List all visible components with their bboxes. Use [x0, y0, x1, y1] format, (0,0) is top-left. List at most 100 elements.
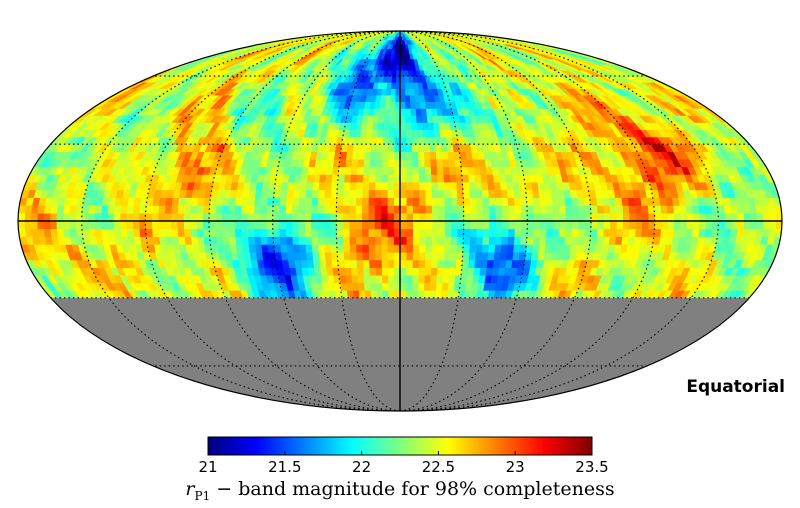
- map-cell: [260, 197, 268, 206]
- map-cell: [774, 220, 782, 230]
- map-cell: [628, 205, 636, 214]
- map-cell: [209, 197, 218, 206]
- map-cell: [443, 244, 451, 253]
- map-cell: [404, 333, 411, 341]
- map-cell: [533, 220, 541, 230]
- map-cell: [443, 181, 451, 191]
- map-cell: [298, 197, 306, 206]
- map-cell: [183, 212, 191, 222]
- map-cell: [424, 166, 432, 175]
- map-cell: [336, 197, 344, 206]
- map-cell: [189, 228, 198, 237]
- map-cell: [742, 228, 751, 237]
- map-cell: [399, 297, 407, 306]
- map-cell: [462, 189, 470, 198]
- map-cell: [526, 197, 534, 206]
- map-cell: [176, 212, 185, 222]
- map-cell: [443, 197, 452, 206]
- map-cell: [418, 220, 426, 230]
- map-cell: [279, 197, 287, 206]
- map-cell: [558, 228, 566, 237]
- map-cell: [774, 212, 782, 222]
- map-cell: [628, 228, 636, 237]
- map-cell: [196, 228, 204, 237]
- map-cell: [507, 197, 515, 206]
- map-cell: [416, 136, 424, 145]
- map-cell: [405, 297, 412, 306]
- map-cell: [234, 228, 242, 237]
- map-cell: [405, 129, 412, 138]
- map-cell: [316, 212, 325, 222]
- map-cell: [729, 205, 738, 214]
- map-cell: [513, 205, 522, 214]
- map-cell: [447, 274, 456, 284]
- map-cell: [545, 228, 554, 237]
- map-cell: [423, 158, 431, 168]
- map-cell: [304, 244, 313, 253]
- map-cell: [487, 189, 496, 198]
- map-cell: [348, 212, 356, 222]
- map-cell: [374, 174, 382, 183]
- map-cell: [440, 143, 448, 152]
- map-cell: [399, 251, 407, 261]
- map-cell: [475, 228, 484, 237]
- map-cell: [435, 151, 443, 160]
- map-cell: [364, 297, 372, 306]
- map-cell: [518, 189, 527, 198]
- map-cell: [355, 205, 363, 214]
- map-cell: [399, 244, 407, 253]
- map-cell: [622, 212, 630, 222]
- map-cell: [43, 212, 51, 222]
- map-cell: [420, 319, 428, 327]
- map-cell: [74, 212, 83, 222]
- map-cell: [691, 228, 700, 237]
- map-cell: [344, 267, 352, 276]
- map-cell: [272, 220, 280, 230]
- map-cell: [240, 228, 249, 237]
- map-cell: [94, 212, 102, 222]
- map-cell: [697, 205, 706, 214]
- map-cell: [404, 339, 411, 348]
- map-cell: [601, 236, 610, 245]
- map-cell: [394, 346, 401, 354]
- map-cell: [431, 236, 439, 245]
- map-cell: [577, 220, 585, 230]
- map-cell: [132, 212, 140, 222]
- map-cell: [336, 236, 344, 245]
- map-cell: [418, 189, 426, 198]
- map-cell: [487, 244, 496, 253]
- map-cell: [468, 251, 476, 261]
- map-cell: [428, 289, 436, 299]
- map-cell: [442, 174, 451, 183]
- map-cell: [208, 205, 217, 214]
- map-cell: [495, 212, 503, 222]
- map-cell: [164, 212, 172, 222]
- map-cell: [493, 251, 501, 261]
- map-cell: [403, 371, 409, 378]
- map-cell: [412, 228, 420, 237]
- map-cell: [386, 220, 394, 230]
- map-cell: [68, 220, 76, 230]
- map-cell: [518, 181, 526, 191]
- map-cell: [411, 166, 419, 175]
- map-cell: [583, 228, 592, 237]
- map-cell: [404, 353, 410, 361]
- map-cell: [374, 205, 382, 214]
- map-cell: [417, 151, 425, 160]
- map-cell: [685, 205, 693, 214]
- map-cell: [292, 244, 300, 253]
- map-cell: [430, 251, 439, 261]
- map-cell: [311, 181, 320, 191]
- sky-map: [18, 31, 782, 411]
- map-cell: [755, 220, 764, 230]
- map-cell: [405, 143, 413, 152]
- map-cell: [183, 197, 192, 206]
- map-cell: [412, 220, 420, 230]
- map-cell: [259, 205, 268, 214]
- map-cell: [520, 220, 528, 230]
- map-cell: [418, 205, 426, 214]
- map-cell: [94, 220, 102, 230]
- map-cell: [329, 228, 337, 237]
- map-cell: [299, 251, 307, 261]
- map-cell: [672, 228, 681, 237]
